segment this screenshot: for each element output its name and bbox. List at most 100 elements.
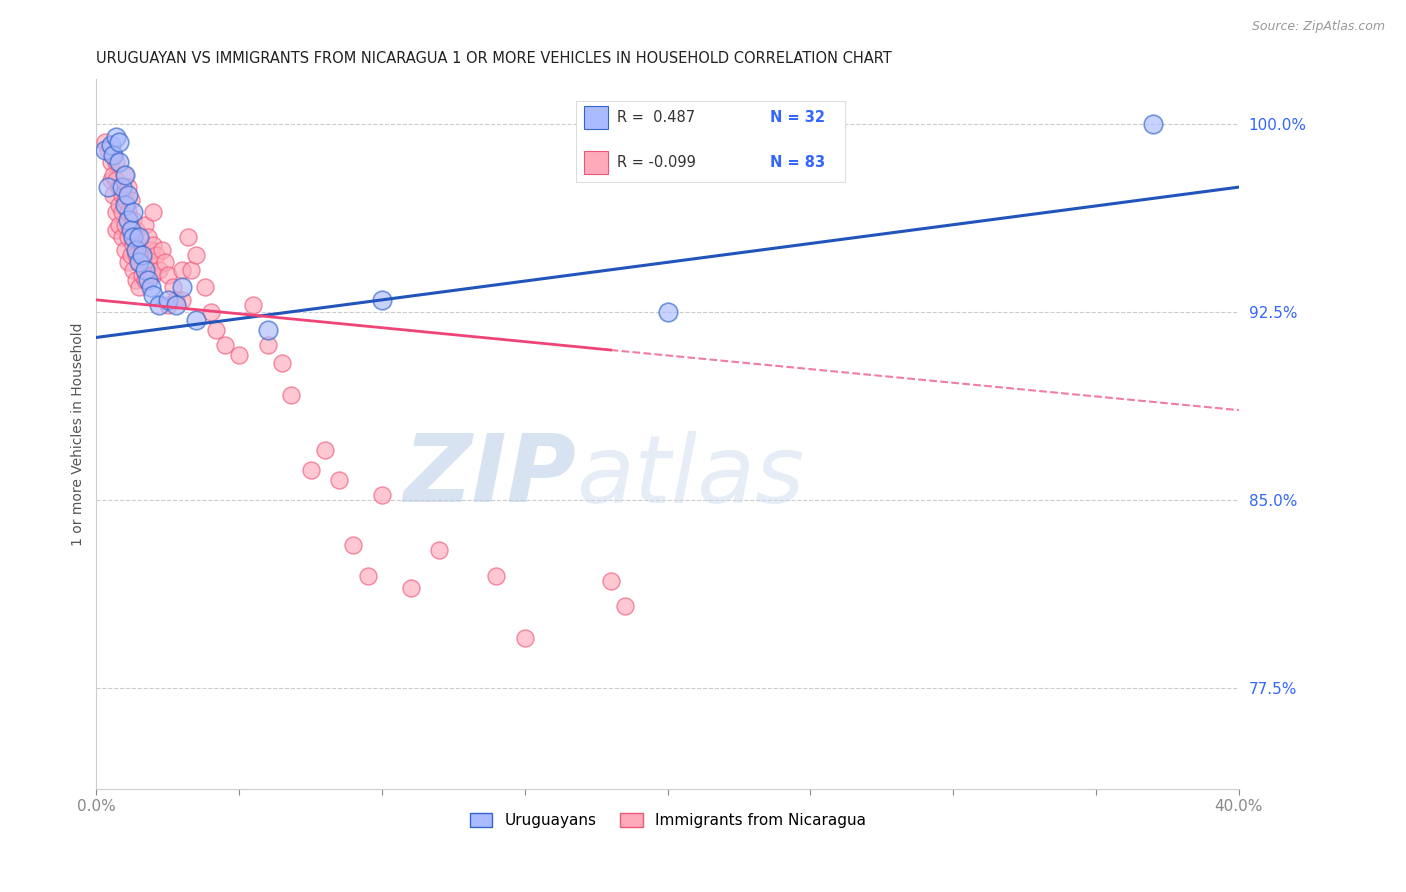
- Point: [105, 130, 128, 145]
- Point: [357, 568, 380, 582]
- Point: [114, 243, 136, 257]
- Point: [122, 205, 145, 219]
- Point: [117, 212, 139, 227]
- Bar: [576, 101, 845, 182]
- Point: [100, 137, 122, 152]
- Point: [97, 143, 120, 157]
- Point: [134, 218, 156, 232]
- Point: [131, 248, 153, 262]
- Point: [134, 262, 156, 277]
- Point: [108, 180, 131, 194]
- Point: [114, 168, 136, 182]
- Text: atlas: atlas: [576, 431, 804, 522]
- Point: [214, 338, 236, 352]
- Point: [1142, 118, 1164, 132]
- Point: [122, 230, 145, 244]
- Point: [194, 280, 217, 294]
- Point: [142, 268, 165, 282]
- Point: [145, 248, 167, 262]
- Point: [427, 543, 450, 558]
- Point: [114, 197, 136, 211]
- Point: [256, 338, 278, 352]
- Point: [114, 193, 136, 207]
- Point: [599, 574, 621, 588]
- Point: [122, 212, 145, 227]
- Point: [142, 237, 165, 252]
- Point: [103, 147, 125, 161]
- Point: [108, 155, 131, 169]
- Point: [117, 187, 139, 202]
- Point: [105, 155, 128, 169]
- Point: [103, 187, 125, 202]
- Point: [108, 197, 131, 211]
- Point: [100, 155, 122, 169]
- Point: [271, 355, 294, 369]
- Point: [371, 293, 394, 307]
- Point: [142, 205, 165, 219]
- Point: [186, 248, 208, 262]
- Point: [120, 223, 142, 237]
- Point: [114, 168, 136, 182]
- Point: [128, 230, 150, 244]
- Point: [97, 180, 120, 194]
- Point: [613, 599, 636, 613]
- Point: [117, 180, 139, 194]
- Point: [94, 135, 117, 149]
- Text: URUGUAYAN VS IMMIGRANTS FROM NICARAGUA 1 OR MORE VEHICLES IN HOUSEHOLD CORRELATI: URUGUAYAN VS IMMIGRANTS FROM NICARAGUA 1…: [97, 51, 891, 66]
- Point: [108, 218, 131, 232]
- Point: [125, 248, 148, 262]
- Point: [120, 193, 142, 207]
- Point: [186, 313, 208, 327]
- Point: [105, 205, 128, 219]
- Point: [134, 273, 156, 287]
- Point: [117, 205, 139, 219]
- Point: [131, 243, 153, 257]
- Point: [131, 268, 153, 282]
- Bar: [585, 106, 609, 129]
- Point: [103, 147, 125, 161]
- Legend: Uruguayans, Immigrants from Nicaragua: Uruguayans, Immigrants from Nicaragua: [464, 806, 872, 834]
- Point: [128, 280, 150, 294]
- Point: [256, 323, 278, 337]
- Point: [100, 172, 122, 186]
- Point: [111, 180, 134, 194]
- Point: [139, 243, 162, 257]
- Point: [125, 273, 148, 287]
- Point: [148, 262, 170, 277]
- Point: [105, 223, 128, 237]
- Point: [280, 388, 302, 402]
- Point: [136, 255, 159, 269]
- Point: [128, 255, 150, 269]
- Y-axis label: 1 or more Vehicles in Household: 1 or more Vehicles in Household: [72, 322, 86, 546]
- Point: [128, 230, 150, 244]
- Point: [134, 248, 156, 262]
- Point: [125, 223, 148, 237]
- Point: [142, 288, 165, 302]
- Point: [120, 223, 142, 237]
- Point: [136, 230, 159, 244]
- Point: [136, 273, 159, 287]
- Point: [299, 463, 322, 477]
- Point: [148, 298, 170, 312]
- Point: [122, 262, 145, 277]
- Point: [139, 280, 162, 294]
- Point: [657, 305, 679, 319]
- Point: [485, 568, 508, 582]
- Point: [139, 268, 162, 282]
- Point: [153, 255, 176, 269]
- Text: ZIP: ZIP: [404, 431, 576, 523]
- Point: [399, 581, 422, 595]
- Point: [314, 443, 336, 458]
- Point: [228, 348, 250, 362]
- Text: R = -0.099: R = -0.099: [616, 155, 696, 170]
- Point: [108, 135, 131, 149]
- Point: [156, 298, 179, 312]
- Point: [371, 488, 394, 502]
- Text: Source: ZipAtlas.com: Source: ZipAtlas.com: [1251, 20, 1385, 33]
- Point: [114, 218, 136, 232]
- Point: [513, 631, 536, 645]
- Point: [156, 293, 179, 307]
- Point: [200, 305, 222, 319]
- Point: [205, 323, 228, 337]
- Point: [111, 187, 134, 202]
